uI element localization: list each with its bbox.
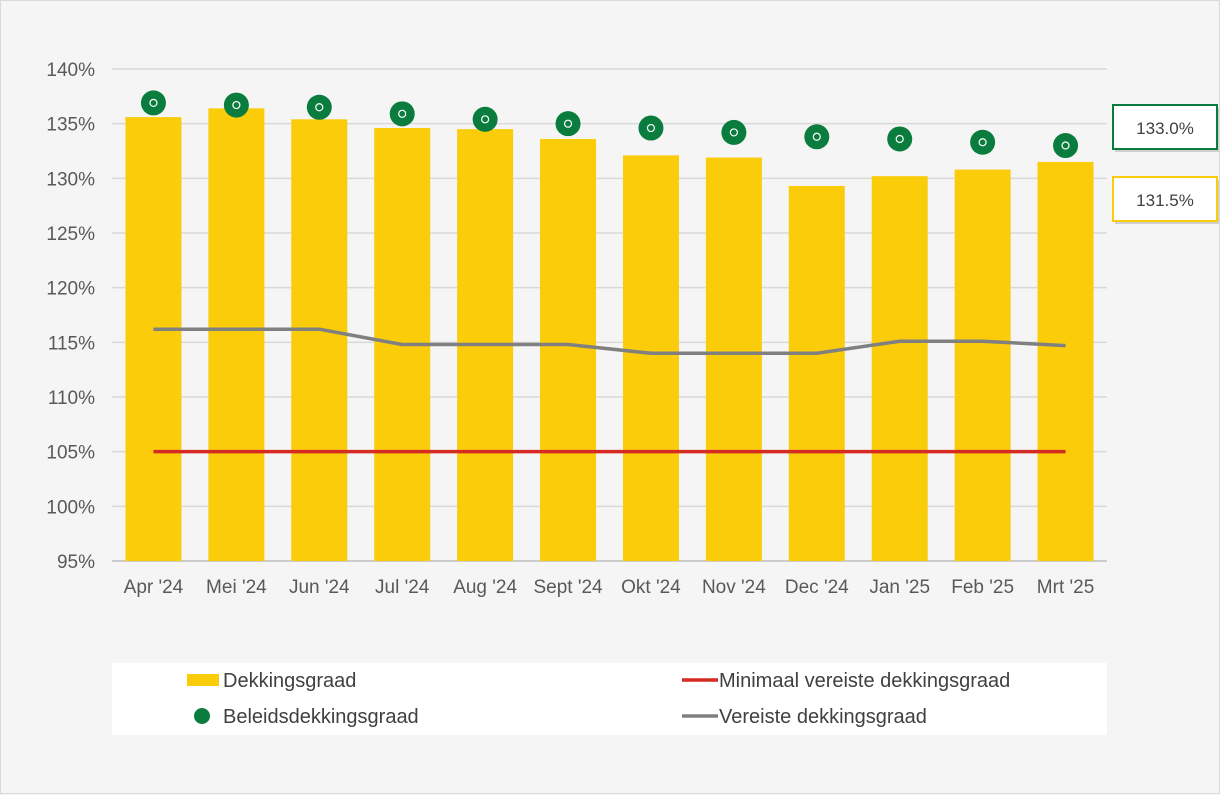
point-beleidsdekkingsgraad — [223, 92, 249, 118]
point-beleidsdekkingsgraad — [389, 101, 415, 127]
legend-label: Vereiste dekkingsgraad — [719, 706, 927, 728]
callout-box — [1112, 176, 1218, 222]
point-beleidsdekkingsgraad-center — [812, 132, 821, 141]
point-beleidsdekkingsgraad — [887, 126, 913, 152]
point-beleidsdekkingsgraad — [140, 90, 166, 116]
legend-swatch-dot — [194, 708, 210, 724]
x-tick-label: Mei '24 — [206, 577, 267, 598]
x-tick-label: Jul '24 — [375, 577, 430, 598]
x-tick-label: Okt '24 — [621, 577, 681, 598]
x-tick-label: Sept '24 — [533, 577, 603, 598]
point-beleidsdekkingsgraad-center — [481, 115, 490, 124]
legend-label: Minimaal vereiste dekkingsgraad — [719, 670, 1010, 692]
x-tick-label: Jan '25 — [869, 577, 930, 598]
y-tick-label: 120% — [46, 279, 95, 300]
point-beleidsdekkingsgraad-center — [978, 138, 987, 147]
x-tick-label: Jun '24 — [289, 577, 350, 598]
y-tick-label: 110% — [48, 388, 95, 409]
point-beleidsdekkingsgraad — [1053, 133, 1079, 159]
point-beleidsdekkingsgraad-center — [563, 119, 573, 128]
point-beleidsdekkingsgraad-center — [232, 100, 241, 110]
point-beleidsdekkingsgraad — [306, 94, 332, 120]
x-tick-label: Dec '24 — [785, 577, 849, 598]
x-tick-label: Feb '25 — [951, 577, 1014, 598]
x-tick-label: Mrt '25 — [1037, 577, 1094, 598]
bar-dekkingsgraad — [954, 169, 1011, 561]
y-tick-label: 105% — [46, 443, 95, 464]
line-vereiste-dekkingsgraad — [153, 327, 1066, 356]
bar-dekkingsgraad — [208, 108, 265, 562]
point-beleidsdekkingsgraad — [970, 129, 996, 155]
point-beleidsdekkingsgraad-center — [398, 109, 407, 118]
callout-label: 131.5% — [1136, 191, 1194, 210]
legend-label: Beleidsdekkingsgraad — [223, 706, 419, 728]
point-beleidsdekkingsgraad — [721, 119, 747, 145]
bar-dekkingsgraad — [540, 138, 597, 561]
point-beleidsdekkingsgraad — [472, 106, 498, 132]
bar-dekkingsgraad — [291, 119, 348, 561]
legend-box — [112, 663, 1107, 735]
point-beleidsdekkingsgraad — [638, 115, 664, 141]
y-tick-label: 125% — [46, 224, 95, 245]
y-tick-label: 100% — [46, 497, 95, 518]
callout-label: 133.0% — [1136, 119, 1194, 138]
legend-swatch-bar — [187, 674, 219, 686]
x-tick-label: Apr '24 — [124, 577, 184, 598]
point-beleidsdekkingsgraad-center — [315, 103, 324, 112]
y-tick-label: 115% — [48, 333, 95, 354]
point-beleidsdekkingsgraad-center — [895, 134, 904, 144]
x-tick-label: Aug '24 — [453, 577, 517, 598]
bar-dekkingsgraad — [871, 176, 928, 561]
legend-label: Dekkingsgraad — [223, 670, 356, 692]
point-beleidsdekkingsgraad — [804, 124, 830, 150]
y-tick-label: 135% — [46, 115, 95, 136]
bar-dekkingsgraad — [622, 155, 679, 561]
y-tick-label: 140% — [46, 60, 95, 81]
callout-box — [1112, 104, 1218, 150]
x-tick-label: Nov '24 — [702, 577, 766, 598]
bar-dekkingsgraad — [125, 117, 182, 562]
point-beleidsdekkingsgraad — [555, 111, 581, 137]
bar-dekkingsgraad — [705, 157, 762, 561]
point-beleidsdekkingsgraad-center — [646, 123, 656, 133]
y-tick-label: 95% — [57, 552, 95, 573]
point-beleidsdekkingsgraad-center — [1061, 141, 1070, 150]
y-tick-label: 130% — [46, 169, 95, 190]
point-beleidsdekkingsgraad-center — [149, 98, 158, 107]
point-beleidsdekkingsgraad-center — [729, 128, 738, 137]
bar-dekkingsgraad — [1037, 161, 1094, 561]
bar-dekkingsgraad — [788, 185, 845, 561]
